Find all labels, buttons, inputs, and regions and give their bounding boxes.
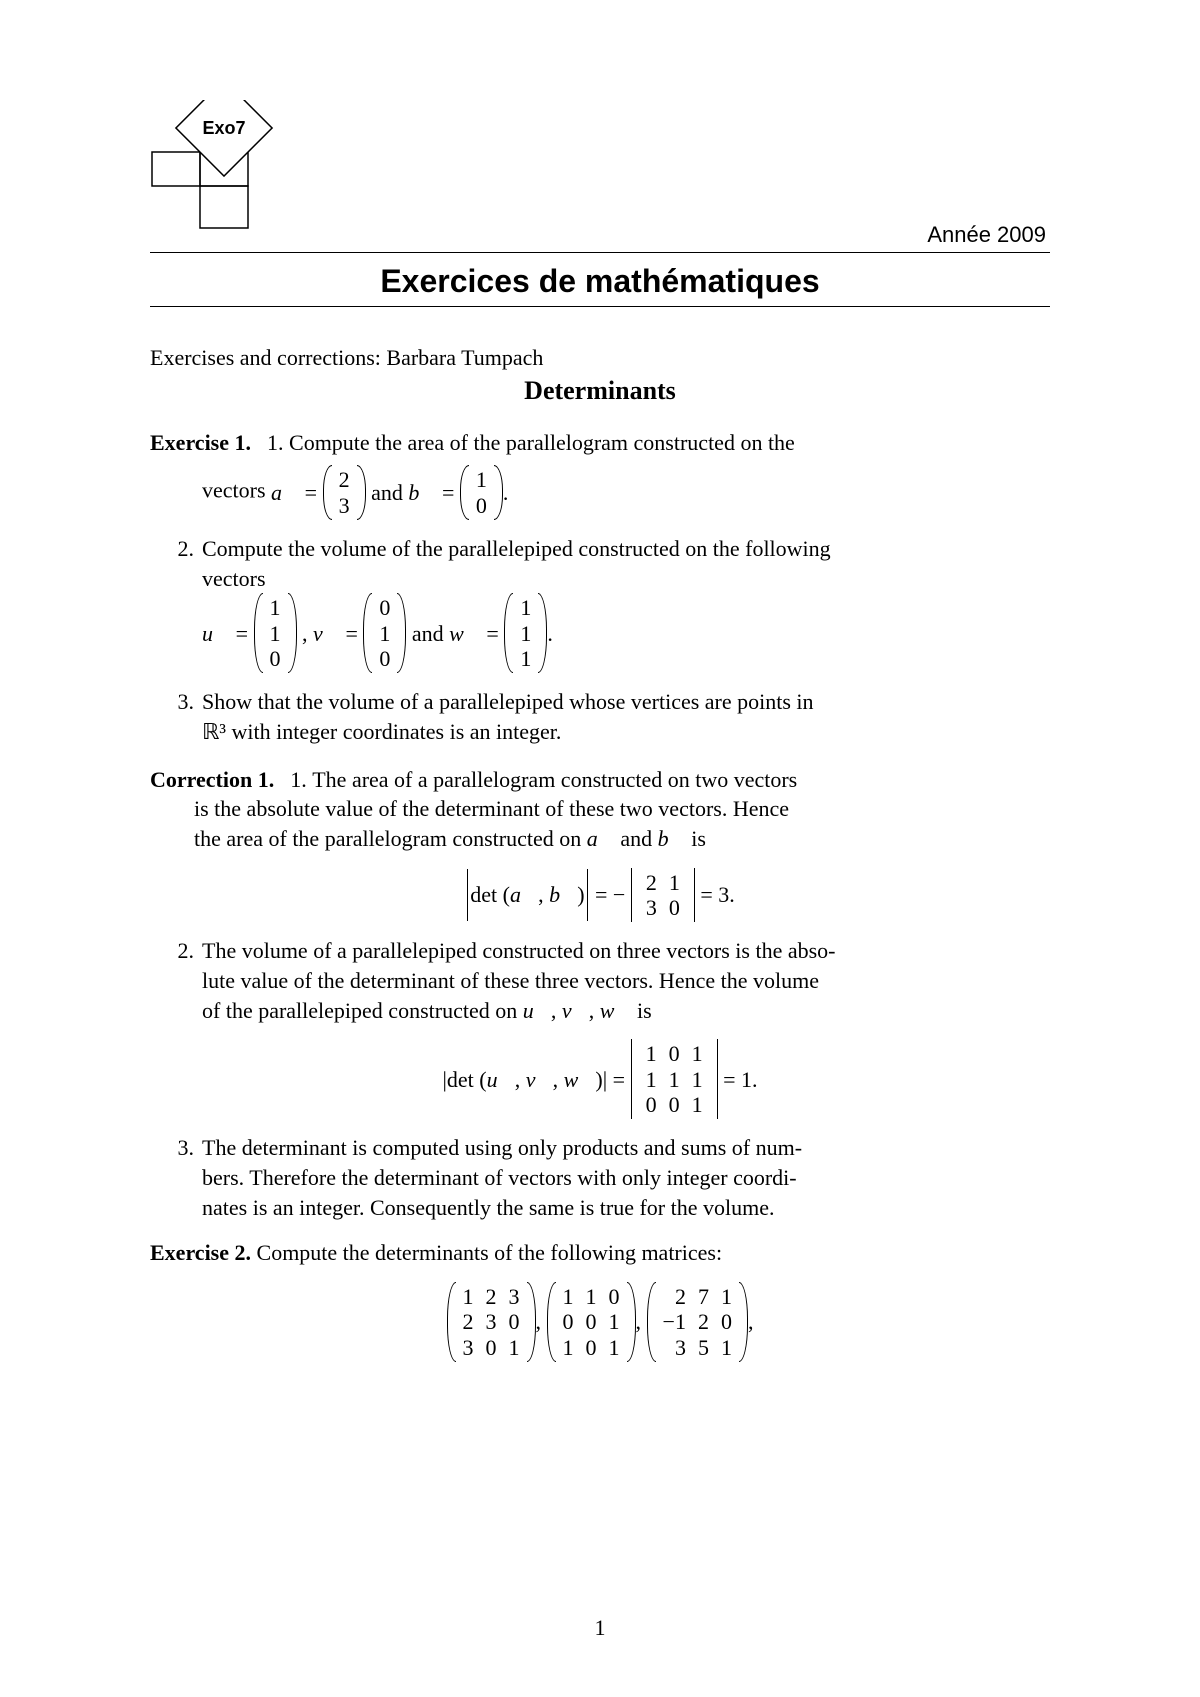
matrix-2: 110 001 101 <box>547 1282 636 1362</box>
rule-bottom <box>150 306 1050 307</box>
logo-text: Exo7 <box>202 118 245 138</box>
vector-b: 10 <box>460 465 503 520</box>
matrix-3: 271 −120 351 <box>647 1282 748 1362</box>
exercise-2-label: Exercise 2. <box>150 1240 251 1265</box>
exercise-2-text: Compute the determinants of the followin… <box>251 1240 722 1265</box>
ex1-item1-line1: Compute the area of the parallelogram co… <box>289 430 795 455</box>
ex1-item1-mid: and <box>371 478 403 508</box>
vector-v: 010 <box>363 593 406 673</box>
cor1-item3-line3: nates is an integer. Consequently the sa… <box>202 1195 774 1220</box>
ex1-item1-vectors-prefix: vectors <box>202 478 271 503</box>
ex1-item2-line2: vectors <box>202 566 266 591</box>
vector-u: 110 <box>254 593 297 673</box>
author-line: Exercises and corrections: Barbara Tumpa… <box>150 343 1050 373</box>
page-title: Exercices de mathématiques <box>150 263 1050 300</box>
cor1-item1-line1: The area of a parallelogram constructed … <box>312 767 797 792</box>
correction-1-label: Correction 1. <box>150 767 274 792</box>
correction-1: Correction 1. 1. The area of a parallelo… <box>150 765 1050 1223</box>
cor1-item3-line2: bers. Therefore the determinant of vecto… <box>202 1165 797 1190</box>
cor1-item1-line3: the area of the parallelogram constructe… <box>194 824 1050 854</box>
exercise-2: Exercise 2. Compute the determinants of … <box>150 1238 1050 1362</box>
cor1-item1-line2: is the absolute value of the determinant… <box>194 794 1050 824</box>
ex1-item3-line2: ℝ³ with integer coordinates is an intege… <box>202 719 561 744</box>
exo7-logo: Exo7 <box>150 100 290 230</box>
cor1-det1: det (a⃗, b⃗) = − 2130 = 3. <box>150 868 1050 923</box>
cor1-item2-line2: lute value of the determinant of these t… <box>202 968 819 993</box>
cor1-item2-line3: of the parallelepiped constructed on u⃗,… <box>202 998 652 1023</box>
cor1-item3-line1: The determinant is computed using only p… <box>202 1135 802 1160</box>
vector-a: 23 <box>323 465 366 520</box>
ex2-matrices: 123 230 301 , 110 001 101 , 271 −120 351… <box>150 1282 1050 1362</box>
exercise-1: Exercise 1. 1. Compute the area of the p… <box>150 428 1050 747</box>
subtitle: Determinants <box>150 373 1050 408</box>
vector-w: 111 <box>504 593 547 673</box>
ex1-item2-line1: Compute the volume of the parallelepiped… <box>202 536 831 561</box>
cor1-item2-line1: The volume of a parallelepiped construct… <box>202 938 836 963</box>
cor1-det2: |det (u⃗, v⃗, w⃗)| = 101 111 001 = 1. <box>150 1039 1050 1119</box>
exercise-1-label: Exercise 1. <box>150 430 251 455</box>
matrix-1: 123 230 301 <box>447 1282 536 1362</box>
rule-top <box>150 252 1050 253</box>
ex1-item3-line1: Show that the volume of a parallelepiped… <box>202 689 814 714</box>
page-number: 1 <box>0 1615 1200 1641</box>
